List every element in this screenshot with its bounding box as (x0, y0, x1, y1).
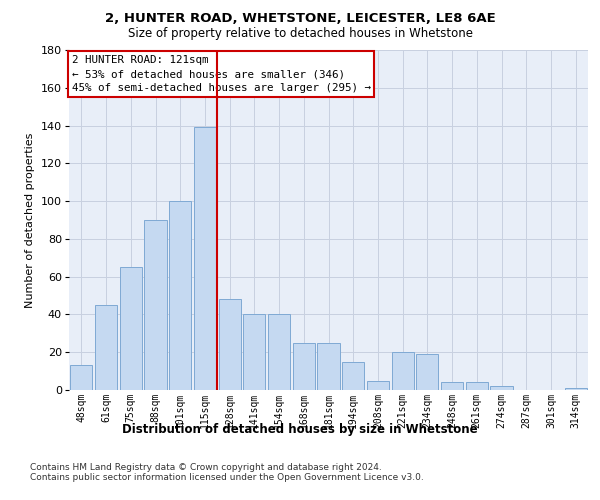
Text: Contains HM Land Registry data © Crown copyright and database right 2024.
Contai: Contains HM Land Registry data © Crown c… (30, 462, 424, 482)
Bar (441, 382, 463, 390)
Bar (70, 366, 92, 390)
Bar (243, 314, 265, 390)
Text: Distribution of detached houses by size in Whetstone: Distribution of detached houses by size … (122, 422, 478, 436)
Text: 2 HUNTER ROAD: 121sqm
← 53% of detached houses are smaller (346)
45% of semi-det: 2 HUNTER ROAD: 121sqm ← 53% of detached … (71, 55, 371, 93)
Bar (95, 305, 117, 390)
Bar (466, 382, 488, 390)
Bar (490, 386, 512, 390)
Bar (392, 352, 414, 390)
Bar (317, 343, 340, 390)
Bar (268, 314, 290, 390)
Text: Size of property relative to detached houses in Whetstone: Size of property relative to detached ho… (128, 28, 473, 40)
Bar (119, 267, 142, 390)
Y-axis label: Number of detached properties: Number of detached properties (25, 132, 35, 308)
Bar (565, 388, 587, 390)
Bar (169, 201, 191, 390)
Bar (145, 220, 167, 390)
Bar (367, 380, 389, 390)
Bar (194, 128, 216, 390)
Text: 2, HUNTER ROAD, WHETSTONE, LEICESTER, LE8 6AE: 2, HUNTER ROAD, WHETSTONE, LEICESTER, LE… (104, 12, 496, 26)
Bar (342, 362, 364, 390)
Bar (218, 300, 241, 390)
Bar (416, 354, 439, 390)
Bar (293, 343, 315, 390)
